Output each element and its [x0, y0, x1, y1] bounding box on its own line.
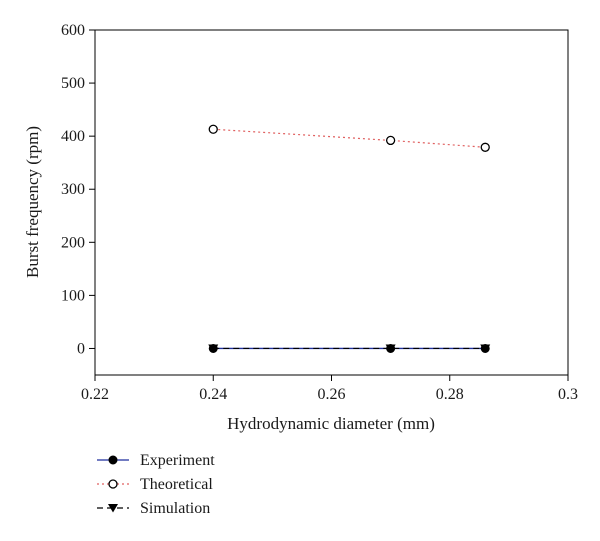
x-tick-label: 0.24	[199, 386, 227, 403]
plot-area	[94, 29, 569, 376]
x-axis: 0.22 0.24 0.26 0.28 0.3	[81, 375, 578, 403]
legend-label: Experiment	[140, 452, 215, 469]
point-marker	[108, 504, 118, 513]
x-tick-label: 0.3	[558, 386, 578, 403]
series-markers-simulation	[208, 344, 491, 353]
legend-label: Simulation	[140, 500, 210, 517]
x-tick-label: 0.26	[318, 386, 346, 403]
y-tick-label: 100	[61, 287, 85, 304]
y-tick-label: 200	[61, 234, 85, 251]
point-marker	[480, 142, 490, 152]
point-marker	[108, 455, 118, 465]
y-tick-label: 600	[61, 22, 85, 39]
point-marker	[208, 344, 219, 353]
x-tick-label: 0.22	[81, 386, 109, 403]
y-axis-label: Burst frequency (rpm)	[23, 126, 42, 278]
series-theoretical	[213, 128, 486, 148]
point-marker	[385, 344, 396, 353]
y-tick-label: 300	[61, 181, 85, 198]
series-markers-theoretical	[208, 124, 490, 152]
point-marker	[480, 344, 491, 353]
point-marker	[208, 124, 218, 134]
y-tick-label: 0	[77, 340, 85, 357]
legend-label: Theoretical	[140, 476, 213, 493]
y-tick-label: 500	[61, 75, 85, 92]
series-line	[213, 128, 486, 148]
y-axis: 0 100 200 300 400 500 600	[61, 22, 95, 357]
point-marker	[385, 135, 396, 146]
series-layer	[208, 124, 491, 353]
legend: Experiment Theoretical Simulation	[97, 452, 215, 517]
x-tick-label: 0.28	[436, 386, 464, 403]
point-marker	[108, 479, 118, 489]
y-tick-label: 400	[61, 128, 85, 145]
x-axis-label: Hydrodynamic diameter (mm)	[227, 414, 435, 433]
